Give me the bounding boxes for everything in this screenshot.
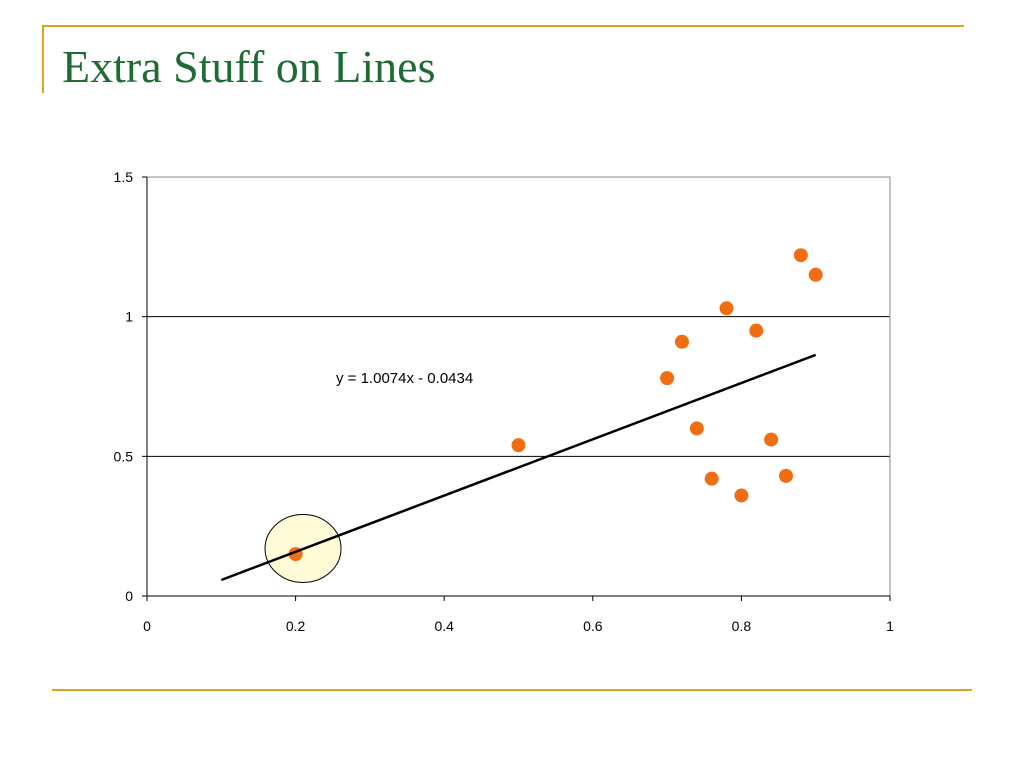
y-tick-label: 1 — [125, 309, 133, 325]
x-tick-label: 0 — [143, 618, 151, 634]
data-point — [778, 468, 793, 483]
plot-area — [146, 176, 891, 597]
trendline-equation-label: y = 1.0074x - 0.0434 — [336, 370, 473, 387]
bottom-accent-rule — [52, 689, 972, 691]
data-point — [764, 432, 779, 447]
data-point — [704, 471, 719, 486]
data-point — [719, 301, 734, 316]
y-tick-label: 1.5 — [114, 169, 134, 185]
data-point — [793, 248, 808, 263]
slide-title: Extra Stuff on Lines — [62, 41, 436, 92]
data-points — [288, 248, 823, 562]
data-point — [689, 421, 704, 436]
trendline — [220, 353, 817, 582]
x-tick-label: 0.8 — [732, 618, 752, 634]
left-accent-rule — [42, 25, 44, 93]
x-tick-label: 1 — [886, 618, 894, 634]
y-tick-label: 0.5 — [114, 448, 134, 464]
data-point — [749, 323, 764, 338]
y-tick-label: 0 — [125, 588, 133, 604]
x-tick-label: 0.2 — [286, 618, 306, 634]
gridlines — [147, 316, 890, 457]
data-point — [808, 267, 823, 282]
x-tick-label: 0.6 — [583, 618, 603, 634]
data-point — [660, 371, 675, 386]
top-accent-rule — [42, 25, 964, 27]
data-point — [511, 438, 526, 453]
data-point — [734, 488, 749, 503]
data-point — [674, 334, 689, 349]
axes: 0 0.5 1 1.5 0 0.2 0.4 0.6 0.8 1 — [114, 169, 895, 634]
x-tick-label: 0.4 — [434, 618, 454, 634]
